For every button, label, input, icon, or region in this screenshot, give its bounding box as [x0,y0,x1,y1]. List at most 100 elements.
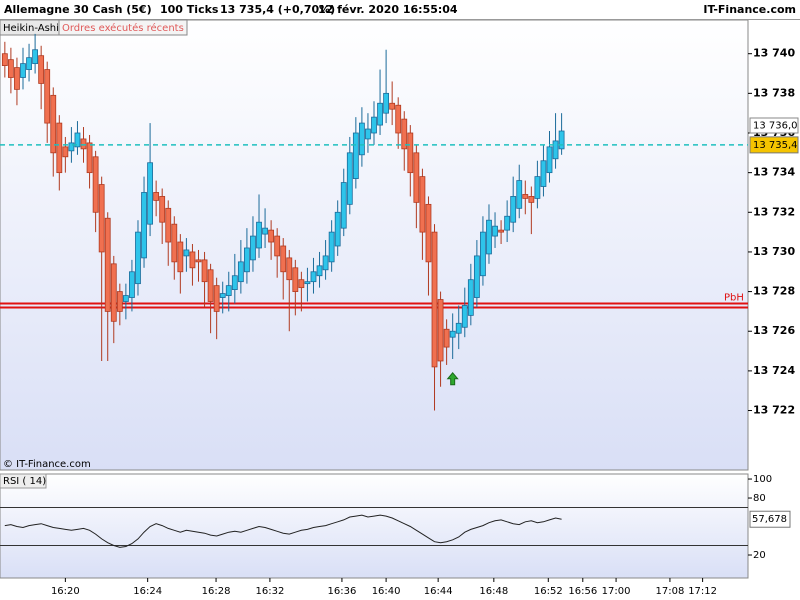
candle-body [147,162,153,225]
candle-body [365,128,371,140]
y-tick-label: 13 732 [753,205,795,218]
candle-body [486,219,492,255]
candle-body [189,251,196,269]
candle-body [38,55,45,84]
rsi-line [4,514,562,548]
candle-body [340,182,347,229]
candle-body [86,142,93,174]
candle-body [1,53,8,66]
candle-body [104,217,111,312]
candle-body [98,184,105,253]
brand: IT-Finance.com [703,3,796,16]
rsi-title: RSI ( 14) [3,476,46,487]
candle-body [401,118,408,150]
candle-body [395,104,402,134]
candle-body [183,249,190,257]
x-tick-label: 16:20 [51,586,80,597]
candle-body [92,156,99,213]
candle-body [328,231,335,263]
candle-body [558,130,565,150]
candle-body [413,152,420,203]
candle-body [334,211,341,247]
y-tick-label: 13 724 [753,364,795,377]
tab-label[interactable]: Ordres exécutés récents [62,22,184,34]
candle-body [32,49,39,65]
candle-body [492,225,498,237]
y-tick-label: 13 730 [753,245,795,258]
tab-label[interactable]: Heikin-Ashi [3,23,59,34]
candle-body [504,215,511,231]
candle-body [461,305,468,328]
candle-body [528,196,535,203]
last-price: 13 735,4 (+0,70%) [220,3,335,16]
candle-body [56,122,63,174]
x-tick-label: 16:28 [202,586,231,597]
candle-body [540,160,547,187]
candle-body [383,92,390,114]
candle-body [20,63,26,78]
candle-body [135,231,141,285]
candle-body [244,247,250,273]
candle-body [443,328,450,348]
y-tick-label: 13 728 [753,285,795,298]
candle-body [371,116,377,134]
interval: 100 Ticks [160,3,219,16]
candle-body [62,146,69,158]
candle-body [122,295,129,302]
candle-body [455,322,462,334]
x-tick-label: 16:44 [424,586,453,597]
x-tick-label: 16:48 [479,586,508,597]
candle-body [26,57,32,70]
candle-body [262,227,268,235]
y-tick-label: 100 [753,474,772,485]
current-price-label: 13 735,4 [753,140,798,151]
candle-body [274,235,281,257]
y-tick-label: 13 734 [753,166,795,179]
candle-body [256,221,262,249]
candle-body [44,69,51,124]
rsi-panel [0,473,749,579]
candle-body [250,235,256,261]
candle-body [480,231,486,277]
candle-body [195,259,202,263]
candle-body [510,196,517,223]
x-tick-label: 17:08 [656,586,685,597]
y-tick-label: 13 740 [753,47,795,60]
candle-body [310,271,317,283]
candle-body [425,203,432,263]
buy-signal [446,372,459,386]
current-price-box [749,136,799,154]
level-label: PbH [724,292,744,303]
candle-body [498,229,504,233]
x-tick-label: 16:24 [133,586,162,597]
candle-body [467,279,474,316]
tab[interactable] [58,19,188,36]
y-tick-label: 20 [753,550,766,561]
rsi-value-box [749,510,791,528]
candle-body [346,152,353,205]
candle-body [50,94,57,154]
x-tick-label: 16:36 [328,586,357,597]
candle-body [437,299,444,362]
candle-body [352,132,359,179]
candle-body [231,275,238,291]
datetime: 12 févr. 2020 16:55:04 [318,3,458,16]
candle-body [207,269,214,302]
y-tick-label: 13 738 [753,86,795,99]
candle-body [449,330,456,338]
x-tick-label: 17:12 [688,586,717,597]
candle-body [431,231,438,368]
y-tick-label: 13 726 [753,324,795,337]
candle-body [534,176,541,199]
price-panel [0,19,749,471]
y-tick-label: 80 [753,493,766,504]
candle-body [213,285,220,312]
instrument: Allemagne 30 Cash (5€) [4,3,152,16]
x-tick-label: 16:52 [534,586,563,597]
candle-body [225,285,232,296]
candle-body [286,257,293,281]
high-marker-label: 13 736,0 [753,120,798,131]
candle-body [129,271,135,298]
candle-body [316,265,323,277]
